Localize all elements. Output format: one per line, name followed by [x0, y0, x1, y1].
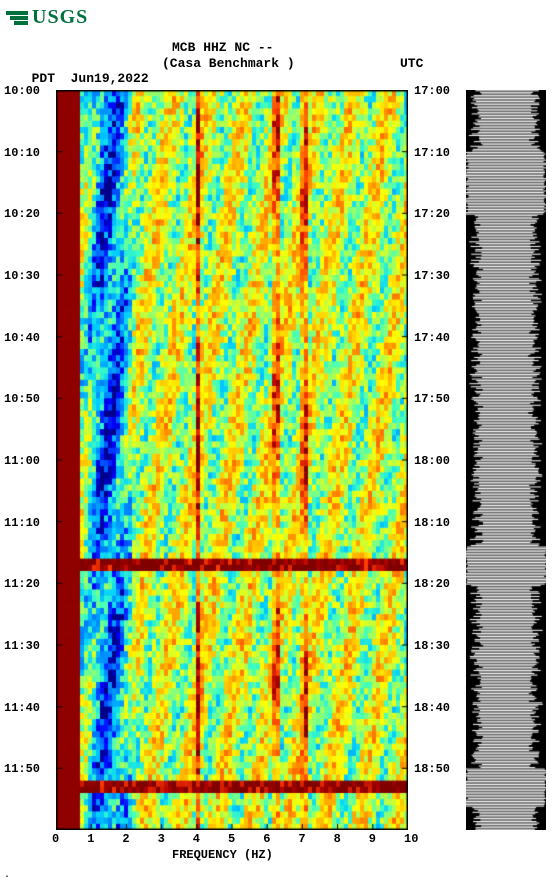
tick-label: 5	[228, 832, 235, 846]
tick-label: 7	[298, 832, 305, 846]
tick-label: 18:10	[414, 516, 450, 530]
tick-label: 9	[369, 832, 376, 846]
station-code: MCB HHZ NC --	[172, 40, 273, 55]
tick-label: 18:40	[414, 701, 450, 715]
tick-label: 10:10	[4, 146, 40, 160]
tick-label: 10:40	[4, 331, 40, 345]
usgs-logo-text: USGS	[32, 6, 88, 29]
tick-label: 6	[263, 832, 270, 846]
tick-label: 17:10	[414, 146, 450, 160]
footer-mark: ·	[4, 872, 10, 883]
station-name: (Casa Benchmark )	[162, 56, 295, 71]
tick-label: 11:50	[4, 762, 40, 776]
tick-label: 17:30	[414, 269, 450, 283]
tick-label: 18:30	[414, 639, 450, 653]
tick-label: 17:20	[414, 207, 450, 221]
tick-label: 10:30	[4, 269, 40, 283]
tick-label: 2	[122, 832, 129, 846]
waveform-canvas	[466, 90, 546, 830]
frequency-axis-label: FREQUENCY (HZ)	[172, 848, 273, 862]
usgs-logo: USGS	[6, 6, 88, 29]
tick-label: 10:50	[4, 392, 40, 406]
tick-label: 11:20	[4, 577, 40, 591]
tick-label: 10	[404, 832, 418, 846]
tick-label: 3	[158, 832, 165, 846]
tick-label: 10:00	[4, 84, 40, 98]
tick-label: 1	[87, 832, 94, 846]
tick-label: 11:10	[4, 516, 40, 530]
tick-label: 18:20	[414, 577, 450, 591]
tick-label: 17:50	[414, 392, 450, 406]
tick-label: 0	[52, 832, 59, 846]
tick-label: 18:00	[414, 454, 450, 468]
tick-label: 11:40	[4, 701, 40, 715]
usgs-logo-wave-icon	[6, 11, 28, 25]
timezone-left: PDT Jun19,2022	[16, 56, 149, 86]
tick-label: 10:20	[4, 207, 40, 221]
tick-label: 18:50	[414, 762, 450, 776]
tick-label: 8	[334, 832, 341, 846]
waveform-plot	[466, 90, 546, 830]
tick-label: 11:30	[4, 639, 40, 653]
date-label: Jun19,2022	[71, 71, 149, 86]
spectrogram-canvas	[56, 90, 408, 830]
timezone-right: UTC	[400, 56, 423, 71]
tick-label: 17:00	[414, 84, 450, 98]
tick-label: 11:00	[4, 454, 40, 468]
tick-label: 4	[193, 832, 200, 846]
tick-label: 17:40	[414, 331, 450, 345]
spectrogram-plot	[56, 90, 408, 830]
